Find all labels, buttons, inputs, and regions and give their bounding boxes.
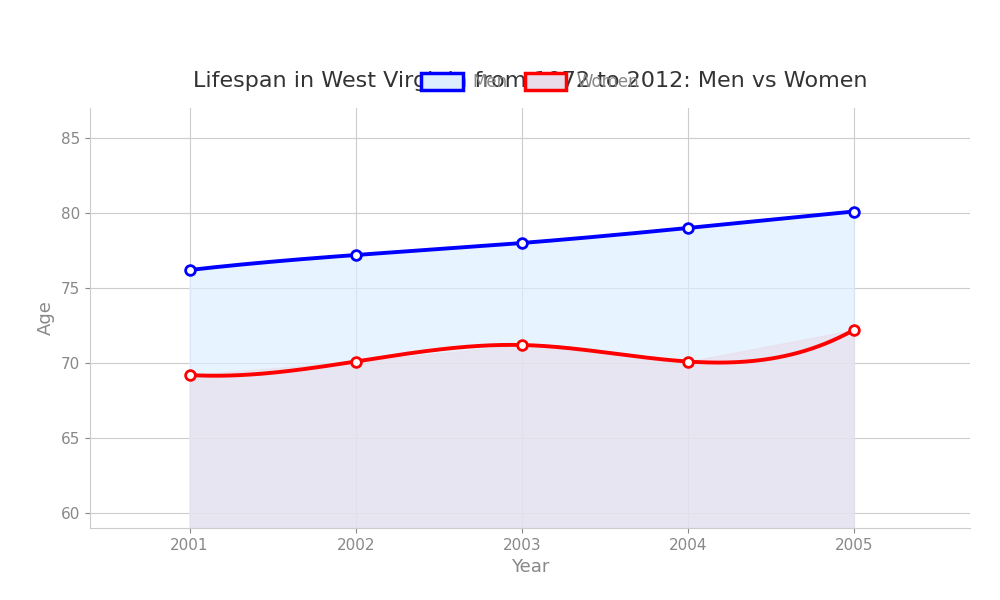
X-axis label: Year: Year bbox=[511, 558, 549, 576]
Title: Lifespan in West Virginia from 1972 to 2012: Men vs Women: Lifespan in West Virginia from 1972 to 2… bbox=[193, 71, 867, 91]
Y-axis label: Age: Age bbox=[37, 301, 55, 335]
Legend: Men, Women: Men, Women bbox=[414, 66, 646, 97]
